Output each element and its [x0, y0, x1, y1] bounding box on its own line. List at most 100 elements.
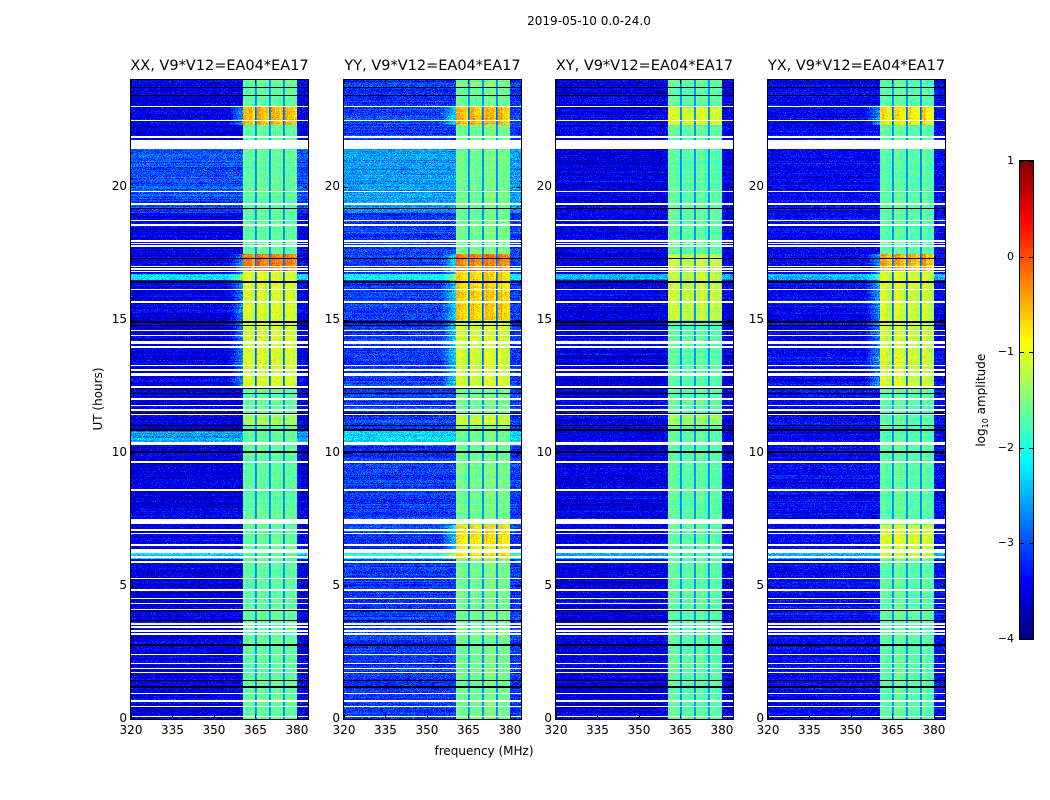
colorbar-tick-label: 0 — [1007, 249, 1014, 263]
heatmap-image — [344, 80, 521, 719]
colorbar-tick-mark — [1029, 543, 1033, 545]
y-tick-mark — [556, 319, 560, 321]
y-tick-mark — [131, 719, 135, 720]
x-tick-mark — [385, 80, 387, 84]
y-tick-mark — [556, 186, 560, 188]
y-tick-mark — [516, 319, 520, 321]
y-tick-mark — [940, 186, 944, 188]
colorbar-tick-mark — [1020, 352, 1024, 354]
heatmap-image — [556, 80, 733, 719]
y-tick-mark — [768, 452, 772, 454]
x-tick-mark — [680, 80, 682, 84]
x-tick-label: 365 — [457, 723, 480, 737]
x-tick-mark — [296, 714, 298, 718]
y-tick-mark — [516, 585, 520, 587]
y-tick-label: 0 — [332, 711, 340, 725]
y-tick-mark — [344, 452, 348, 454]
y-tick-mark — [131, 452, 135, 454]
heatmap-image — [768, 80, 945, 719]
x-tick-mark — [344, 714, 345, 718]
colorbar-tick-mark — [1020, 639, 1024, 640]
colorbar-tick-mark — [1029, 256, 1033, 258]
x-tick-mark — [638, 80, 640, 84]
x-tick-mark — [172, 714, 174, 718]
y-tick-label: 5 — [119, 577, 127, 592]
x-tick-label: 350 — [415, 723, 439, 737]
y-tick-label: 5 — [332, 577, 340, 592]
colorbar-tick-mark — [1020, 161, 1024, 162]
x-tick-mark — [809, 714, 811, 718]
x-tick-mark — [426, 80, 428, 84]
x-tick-mark — [933, 80, 935, 84]
colorbar-tick-mark — [1029, 639, 1033, 640]
figure-suptitle: 2019-05-10 0.0-24.0 — [527, 14, 651, 28]
colorbar-label-suffix: amplitude — [973, 353, 988, 419]
x-tick-label: 350 — [202, 723, 226, 737]
y-axis-label: UT (hours) — [91, 367, 105, 431]
x-tick-mark — [768, 714, 769, 718]
x-tick-label: 320 — [332, 723, 356, 737]
y-tick-label: 0 — [119, 711, 127, 725]
x-tick-mark — [680, 714, 682, 718]
panel-title: XY, V9*V12=EA04*EA17 — [555, 58, 734, 74]
y-tick-mark — [131, 186, 135, 188]
heatmap-image — [131, 80, 308, 719]
y-tick-label: 10 — [536, 444, 552, 459]
x-tick-mark — [892, 714, 894, 718]
y-tick-label: 0 — [544, 711, 552, 725]
colorbar-tick-label: −2 — [997, 440, 1014, 454]
y-tick-label: 10 — [748, 444, 764, 459]
x-tick-mark — [509, 80, 511, 84]
colorbar-tick-label: −1 — [997, 345, 1014, 359]
heatmap-panel-xx: XX, V9*V12=EA04*EA17 320 335 350 365 380 0 5 10 1… — [112, 58, 309, 737]
y-tick-mark — [303, 452, 307, 454]
y-tick-mark — [303, 186, 307, 188]
y-tick-mark — [728, 585, 732, 587]
x-tick-mark — [344, 80, 345, 84]
y-tick-label: 20 — [748, 178, 764, 193]
x-tick-label: 350 — [839, 723, 863, 737]
y-tick-mark — [131, 319, 135, 321]
x-tick-mark — [638, 714, 640, 718]
x-tick-mark — [597, 80, 599, 84]
y-tick-label: 10 — [324, 444, 340, 459]
y-tick-label: 5 — [756, 577, 764, 592]
x-tick-mark — [255, 714, 257, 718]
y-tick-mark — [303, 719, 307, 720]
y-tick-mark — [344, 585, 348, 587]
y-tick-mark — [344, 319, 348, 321]
x-tick-label: 320 — [544, 723, 568, 737]
x-tick-mark — [172, 80, 174, 84]
y-tick-mark — [940, 452, 944, 454]
x-tick-mark — [556, 80, 557, 84]
y-tick-label: 5 — [544, 577, 552, 592]
y-tick-mark — [768, 719, 772, 720]
x-tick-mark — [892, 80, 894, 84]
x-tick-label: 380 — [498, 723, 522, 737]
y-tick-mark — [768, 319, 772, 321]
colorbar-tick-mark — [1020, 447, 1024, 449]
x-tick-mark — [721, 714, 723, 718]
colorbar-tick-mark — [1020, 543, 1024, 545]
colorbar-tick-mark — [1020, 256, 1024, 258]
colorbar: 1 0 −1 −2 −3 −4 — [998, 154, 1034, 645]
y-tick-mark — [768, 585, 772, 587]
x-tick-label: 380 — [285, 723, 309, 737]
x-tick-label: 350 — [627, 723, 651, 737]
y-tick-label: 15 — [536, 311, 552, 326]
x-tick-mark — [850, 714, 852, 718]
y-tick-mark — [516, 186, 520, 188]
y-tick-label: 20 — [111, 178, 127, 193]
x-tick-mark — [131, 80, 132, 84]
x-tick-label: 320 — [756, 723, 780, 737]
y-tick-mark — [940, 719, 944, 720]
y-tick-mark — [940, 585, 944, 587]
x-tick-mark — [721, 80, 723, 84]
x-tick-mark — [597, 714, 599, 718]
x-tick-mark — [768, 80, 769, 84]
x-tick-mark — [296, 80, 298, 84]
x-tick-label: 335 — [374, 723, 397, 737]
colorbar-label: log10 amplitude — [974, 338, 990, 462]
colorbar-tick-mark — [1029, 447, 1033, 449]
y-tick-label: 15 — [111, 311, 127, 326]
